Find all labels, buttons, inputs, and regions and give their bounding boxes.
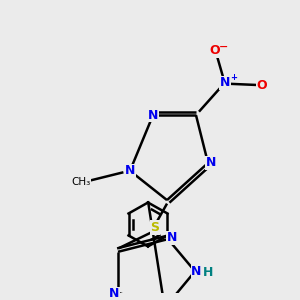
Text: CH₃: CH₃: [71, 176, 90, 187]
Text: N: N: [206, 157, 216, 169]
Text: H: H: [202, 266, 213, 279]
Text: N: N: [109, 287, 120, 300]
Text: N: N: [220, 76, 230, 89]
Text: O: O: [257, 80, 267, 92]
Text: N: N: [191, 265, 202, 278]
Text: S: S: [151, 221, 160, 234]
Text: N: N: [167, 231, 177, 244]
Text: +: +: [230, 73, 237, 82]
Text: −: −: [218, 41, 228, 51]
Text: N: N: [125, 164, 135, 177]
Text: N: N: [148, 109, 158, 122]
Text: O: O: [210, 44, 220, 57]
